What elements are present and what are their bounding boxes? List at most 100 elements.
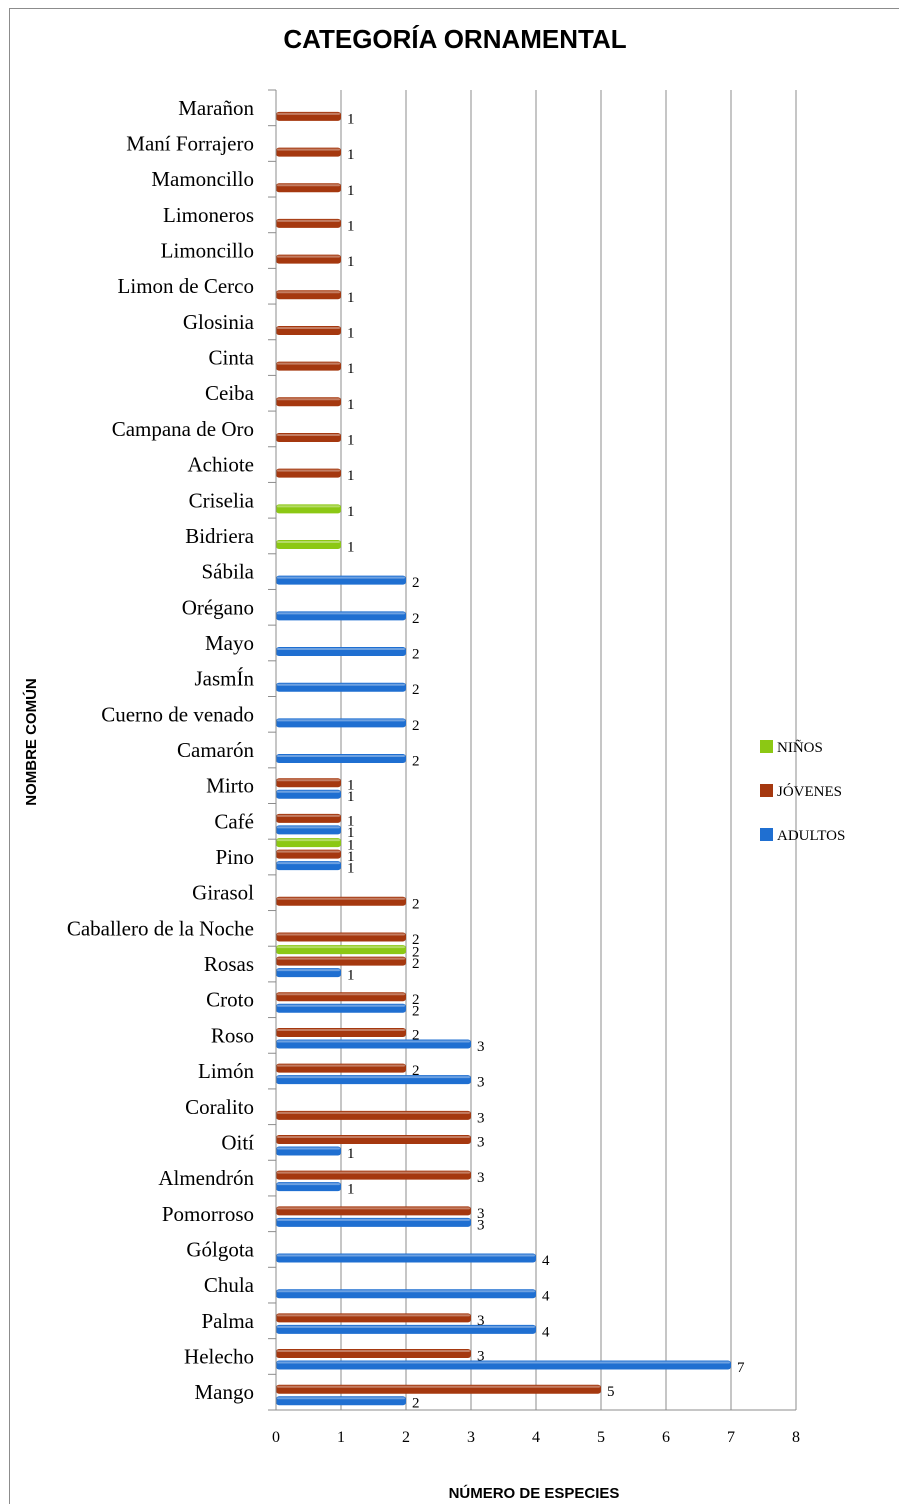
data-label: 1 [347, 254, 355, 270]
legend-swatch [760, 784, 773, 797]
category-label: Bidriera [185, 524, 254, 548]
bars [276, 111, 731, 1406]
bar [276, 861, 341, 871]
data-label: 2 [412, 575, 420, 591]
category-label: Limon de Cerco [118, 274, 254, 298]
bar-highlight [277, 148, 340, 151]
data-label: 1 [347, 432, 355, 448]
data-label: 1 [347, 813, 355, 829]
bar [276, 1075, 471, 1085]
bar [276, 1349, 471, 1359]
bar [276, 218, 341, 228]
legend-label: NIÑOS [777, 740, 823, 756]
bar [276, 361, 341, 371]
bar [276, 1324, 536, 1334]
data-label: 1 [347, 861, 355, 877]
bar-highlight [277, 862, 340, 865]
bar-highlight [277, 1361, 730, 1364]
bar-highlight [277, 683, 405, 686]
bar [276, 1289, 536, 1299]
category-label: Orégano [182, 595, 254, 619]
bar [276, 1110, 471, 1120]
category-label: Marañon [178, 96, 254, 120]
bar-highlight [277, 897, 405, 900]
bar-highlight [277, 755, 405, 758]
bar [276, 647, 406, 657]
data-label: 4 [542, 1324, 550, 1340]
data-label: 3 [477, 1217, 485, 1233]
bar-highlight [277, 219, 340, 222]
bar [276, 1182, 341, 1192]
bar [276, 813, 341, 823]
bar-highlight [277, 1218, 470, 1221]
data-label: 2 [412, 1396, 420, 1412]
bar-highlight [277, 1040, 470, 1043]
bar [276, 1170, 471, 1180]
data-label: 1 [347, 849, 355, 865]
bar-highlight [277, 505, 340, 508]
category-label: Ceiba [205, 381, 255, 405]
category-label: Criselia [189, 488, 255, 512]
bar-highlight [277, 291, 340, 294]
bar [276, 1206, 471, 1216]
bar [276, 1396, 406, 1406]
data-label: 1 [347, 504, 355, 520]
data-label: 1 [347, 838, 355, 854]
bar [276, 718, 406, 728]
data-label: 1 [347, 789, 355, 805]
data-label: 2 [412, 718, 420, 734]
x-tick-label: 6 [662, 1429, 670, 1446]
chart-title: CATEGORÍA ORNAMENTAL [283, 24, 626, 54]
data-label: 1 [347, 147, 355, 163]
bar-highlight [277, 1111, 470, 1114]
bar-highlight [277, 541, 340, 544]
data-label: 3 [477, 1349, 485, 1365]
data-label: 1 [347, 325, 355, 341]
category-label: Girasol [192, 881, 254, 905]
bar [276, 789, 341, 799]
data-label: 4 [542, 1253, 550, 1269]
data-label: 2 [412, 1027, 420, 1043]
bar [276, 540, 341, 550]
data-label: 3 [477, 1110, 485, 1126]
data-label: 3 [477, 1039, 485, 1055]
category-label: Café [214, 809, 254, 833]
category-label: Caballero de la Noche [67, 916, 254, 940]
bar-highlight [277, 1350, 470, 1353]
bar [276, 1217, 471, 1227]
category-label: Oití [221, 1130, 254, 1154]
legend: NIÑOS JÓVENES ADULTOS [760, 740, 845, 844]
bar-highlight [277, 184, 340, 187]
category-label: Rosas [204, 952, 254, 976]
bar-highlight [277, 933, 405, 936]
x-axis-title: NÚMERO DE ESPECIES [449, 1484, 620, 1502]
data-label: 1 [347, 1182, 355, 1198]
category-label: Croto [206, 988, 254, 1012]
bar-highlight [277, 957, 405, 960]
bar-highlight [277, 576, 405, 579]
x-tick-label: 0 [272, 1429, 280, 1446]
bar-highlight [277, 1397, 405, 1400]
bar-highlight [277, 814, 340, 817]
data-label: 2 [412, 611, 420, 627]
bar-highlight [277, 779, 340, 782]
bar-highlight [277, 839, 340, 842]
bar [276, 1039, 471, 1049]
bar-highlight [277, 826, 340, 829]
data-label: 2 [412, 754, 420, 770]
bar [276, 111, 341, 121]
axes [268, 89, 796, 1411]
bar [276, 945, 406, 955]
category-label: Gólgota [186, 1237, 254, 1261]
bar [276, 611, 406, 621]
data-label: 1 [347, 468, 355, 484]
bar-highlight [277, 433, 340, 436]
category-label: Limoncillo [161, 239, 254, 263]
bar [276, 932, 406, 942]
bar [276, 778, 341, 788]
bar-highlight [277, 1254, 535, 1257]
data-label: 1 [347, 290, 355, 306]
chart-frame [9, 8, 899, 1504]
bar [276, 432, 341, 442]
